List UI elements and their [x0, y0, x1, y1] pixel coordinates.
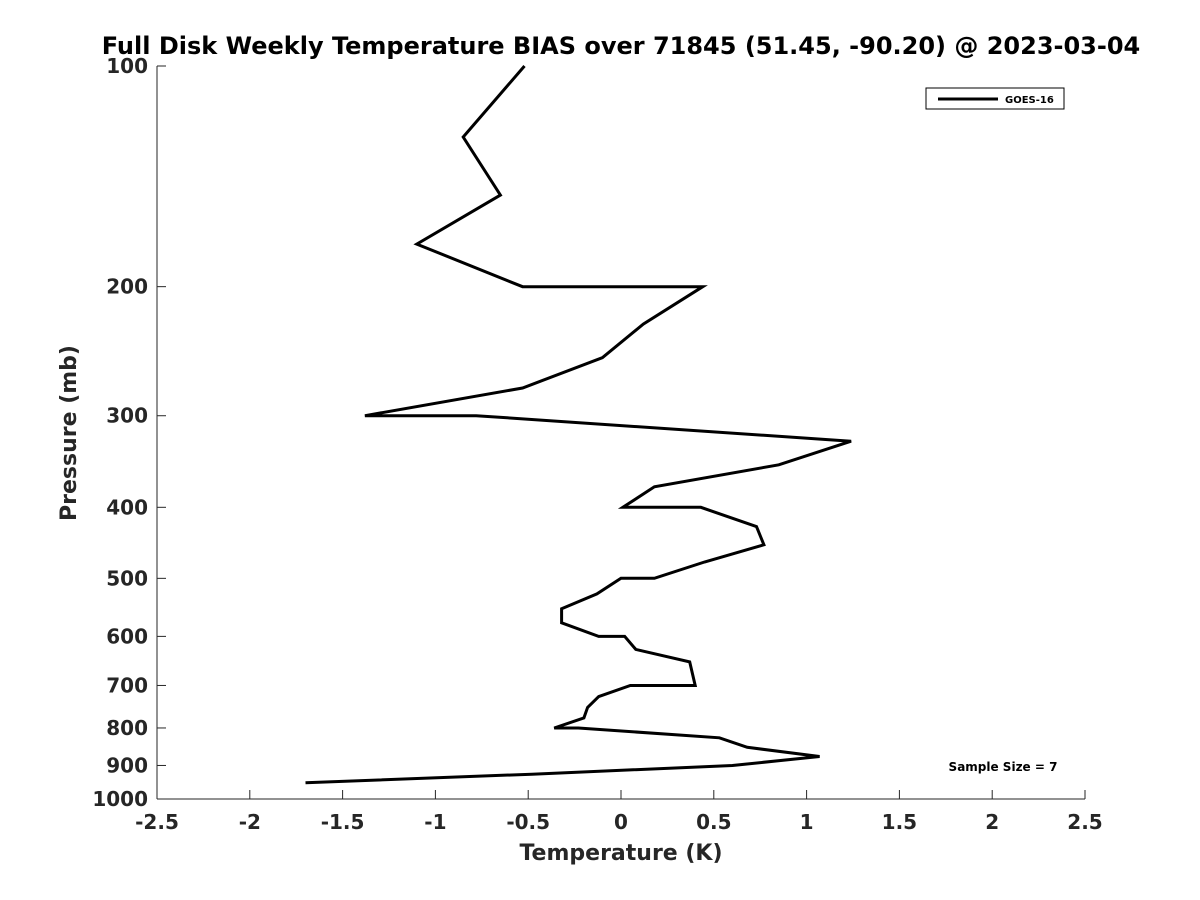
x-tick-label: -2.5	[135, 810, 179, 834]
x-tick-label: 2	[985, 810, 999, 834]
y-tick-label: 100	[106, 54, 148, 78]
x-tick-label: -1	[424, 810, 446, 834]
x-tick-label: 0.5	[696, 810, 731, 834]
x-tick-label: -2	[239, 810, 261, 834]
series-layer	[305, 65, 852, 785]
legend: GOES-16	[925, 87, 1065, 110]
y-tick-label: 300	[106, 404, 148, 428]
chart-title: Full Disk Weekly Temperature BIAS over 7…	[102, 32, 1141, 60]
y-tick-label: 500	[106, 566, 148, 590]
y-tick-label: 400	[106, 495, 148, 519]
y-tick-label: 900	[106, 753, 148, 777]
series-line-goes-16	[305, 65, 852, 785]
x-tick-label: -0.5	[506, 810, 550, 834]
y-tick-label: 200	[106, 275, 148, 299]
x-tick-label: 1	[800, 810, 814, 834]
x-tick-label: -1.5	[321, 810, 365, 834]
y-axis-ticks: 100 200 300 400 500 600 700 800 900 1000	[92, 54, 166, 811]
y-tick-label: 800	[106, 716, 148, 740]
y-tick-label: 600	[106, 624, 148, 648]
y-axis-title: Pressure (mb)	[57, 345, 82, 521]
legend-label-goes-16: GOES-16	[1005, 95, 1054, 106]
x-tick-label: 0	[614, 810, 628, 834]
sample-size-annotation: Sample Size = 7	[949, 760, 1058, 774]
x-axis-ticks: -2.5 -2 -1.5 -1 -0.5 0 0.5 1 1.5 2 2.5	[135, 790, 1103, 834]
y-tick-label: 700	[106, 673, 148, 697]
x-tick-label: 2.5	[1067, 810, 1102, 834]
y-tick-label: 1000	[92, 787, 148, 811]
x-tick-label: 1.5	[882, 810, 917, 834]
x-axis-title: Temperature (K)	[519, 841, 722, 866]
